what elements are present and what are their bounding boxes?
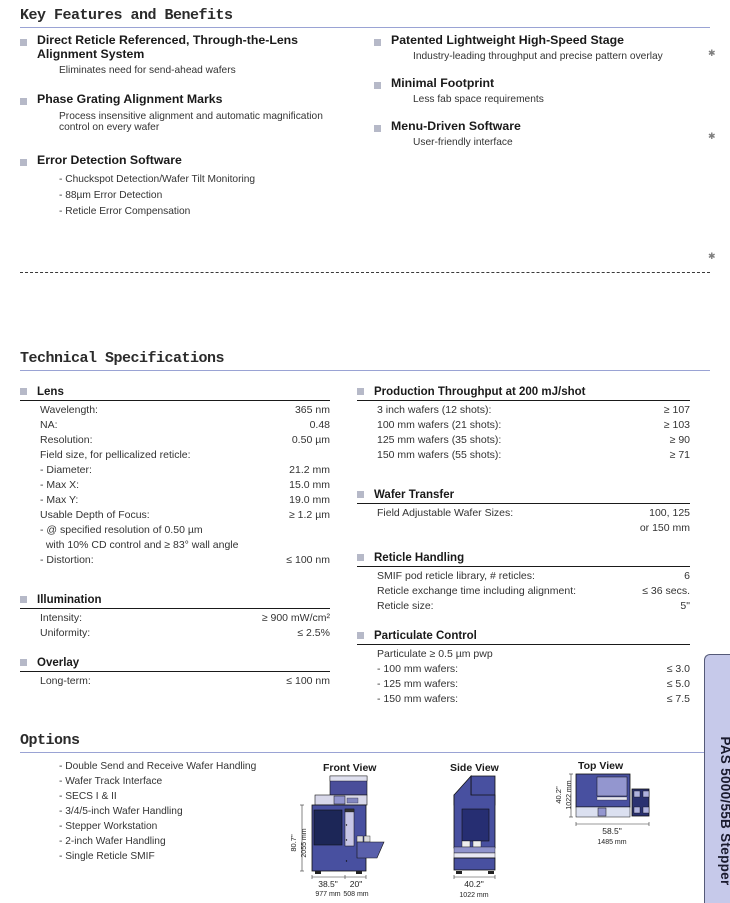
svg-text:1485 mm: 1485 mm xyxy=(597,839,626,846)
svg-text:1022 mm: 1022 mm xyxy=(566,780,573,809)
svg-text:Front View: Front View xyxy=(323,762,377,774)
svg-text:80.7": 80.7" xyxy=(289,834,298,852)
svg-text:2055 mm: 2055 mm xyxy=(301,828,308,857)
svg-text:20": 20" xyxy=(350,879,362,889)
svg-text:40.2": 40.2" xyxy=(554,786,563,804)
svg-text:1022 mm: 1022 mm xyxy=(459,892,488,899)
svg-text:Side View: Side View xyxy=(450,762,500,774)
svg-text:58.5": 58.5" xyxy=(602,826,622,836)
svg-text:38.5": 38.5" xyxy=(318,879,338,889)
svg-text:508 mm: 508 mm xyxy=(343,891,368,898)
svg-text:40.2": 40.2" xyxy=(464,879,484,889)
svg-text:977 mm: 977 mm xyxy=(315,891,340,898)
svg-text:Top View: Top View xyxy=(578,760,624,772)
